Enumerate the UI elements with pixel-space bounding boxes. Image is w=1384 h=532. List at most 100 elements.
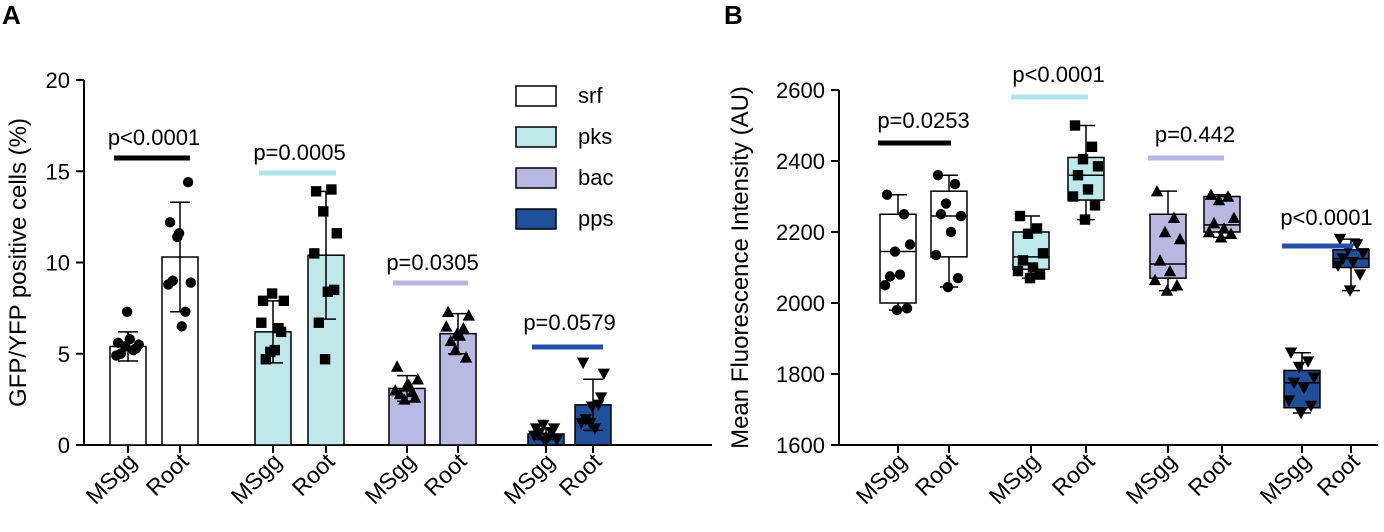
data-point bbox=[1336, 253, 1350, 265]
legend-label-pks: pks bbox=[578, 124, 612, 149]
data-point bbox=[1353, 269, 1367, 281]
data-point bbox=[1082, 184, 1094, 195]
data-point bbox=[331, 228, 342, 239]
data-point bbox=[1287, 377, 1301, 390]
data-point bbox=[260, 354, 271, 365]
panel-b-label: B bbox=[724, 0, 743, 30]
data-point bbox=[898, 209, 910, 220]
panel-b-box-chart: 1600 1800 2000 2200 2400 2600 Mean Fluorescenc… bbox=[727, 62, 1378, 509]
data-point bbox=[326, 184, 337, 195]
data-point bbox=[1077, 154, 1089, 165]
data-point bbox=[1292, 361, 1306, 374]
data-point bbox=[313, 317, 324, 328]
data-point bbox=[1304, 400, 1318, 413]
data-point bbox=[450, 327, 464, 339]
data-point bbox=[275, 326, 287, 338]
data-point bbox=[319, 354, 331, 365]
data-point bbox=[1153, 254, 1167, 266]
data-point bbox=[942, 281, 954, 293]
data-point bbox=[891, 304, 903, 316]
data-point bbox=[1217, 222, 1231, 234]
data-point bbox=[1207, 216, 1221, 229]
data-point bbox=[1333, 233, 1347, 246]
data-point bbox=[256, 317, 267, 328]
data-point bbox=[528, 430, 541, 443]
data-point bbox=[1067, 191, 1079, 202]
data-point bbox=[1079, 214, 1091, 225]
x-tick-label: Root bbox=[1312, 448, 1365, 501]
data-point bbox=[1037, 248, 1049, 259]
data-point bbox=[594, 392, 608, 404]
data-point bbox=[459, 351, 473, 363]
data-point bbox=[390, 360, 404, 372]
data-point bbox=[411, 373, 424, 385]
data-point bbox=[1224, 227, 1238, 239]
data-point bbox=[1307, 372, 1321, 384]
data-point bbox=[1027, 262, 1039, 273]
panel-a-label: A bbox=[2, 0, 21, 30]
pvalue-pps: p<0.0001 bbox=[1280, 205, 1372, 230]
legend-label-pps: pps bbox=[578, 206, 613, 231]
data-point bbox=[1346, 256, 1360, 269]
data-point bbox=[1017, 255, 1029, 266]
data-point bbox=[930, 249, 942, 261]
data-point bbox=[173, 228, 185, 239]
data-point bbox=[537, 419, 550, 432]
data-point bbox=[328, 284, 340, 296]
data-point bbox=[389, 384, 402, 396]
data-point bbox=[111, 350, 122, 361]
data-point bbox=[1214, 231, 1228, 243]
y-tick-label: 1800 bbox=[776, 362, 825, 387]
data-point bbox=[1034, 269, 1046, 280]
data-point bbox=[1350, 239, 1364, 251]
data-point bbox=[462, 309, 475, 321]
y-tick-label: 1600 bbox=[776, 433, 825, 458]
legend-swatch-srf bbox=[515, 85, 557, 107]
y-tick-label: 2400 bbox=[776, 149, 825, 174]
data-point bbox=[318, 206, 329, 217]
y-tick-label: 5 bbox=[58, 342, 70, 367]
data-point bbox=[894, 269, 906, 280]
y-axis-title: GFP/YFP positive cells (%) bbox=[5, 118, 32, 407]
pvalue-pks: p=0.0005 bbox=[253, 140, 345, 165]
data-point bbox=[1331, 260, 1345, 272]
x-tick-label: Root bbox=[910, 448, 963, 501]
data-point bbox=[1294, 407, 1308, 420]
y-tick-label: 15 bbox=[46, 159, 70, 184]
data-point bbox=[1284, 347, 1298, 359]
x-tick-label: MSgg bbox=[1121, 448, 1182, 509]
data-point bbox=[408, 391, 422, 403]
pvalue-srf: p<0.0001 bbox=[108, 125, 200, 150]
data-point bbox=[1343, 285, 1357, 297]
y-tick-label: 2000 bbox=[776, 291, 825, 316]
data-point bbox=[1012, 265, 1024, 277]
data-point bbox=[1167, 211, 1181, 223]
data-point bbox=[185, 277, 196, 288]
data-point bbox=[952, 272, 964, 284]
data-point bbox=[1227, 211, 1241, 223]
x-tick-label: Root bbox=[141, 448, 194, 501]
data-point bbox=[932, 170, 944, 181]
x-tick-label: Root bbox=[554, 448, 607, 501]
pvalue-srf: p=0.0253 bbox=[877, 108, 969, 133]
data-point bbox=[1031, 223, 1043, 234]
data-point bbox=[1022, 228, 1034, 239]
data-point bbox=[904, 239, 916, 250]
x-tick-label: MSgg bbox=[984, 448, 1045, 509]
pvalue-bac: p=0.0305 bbox=[386, 250, 478, 275]
data-point bbox=[1069, 120, 1081, 131]
data-point bbox=[879, 280, 891, 291]
data-point bbox=[1086, 141, 1098, 152]
data-point bbox=[1160, 284, 1174, 296]
x-tick-label: MSgg bbox=[1255, 448, 1316, 509]
data-point bbox=[1301, 356, 1315, 368]
data-point bbox=[945, 226, 957, 238]
data-point bbox=[940, 198, 952, 209]
data-point bbox=[1014, 210, 1026, 222]
data-point bbox=[576, 357, 590, 370]
data-point bbox=[278, 295, 289, 307]
data-point bbox=[322, 286, 333, 297]
data-point bbox=[176, 321, 187, 332]
data-point bbox=[935, 209, 947, 220]
